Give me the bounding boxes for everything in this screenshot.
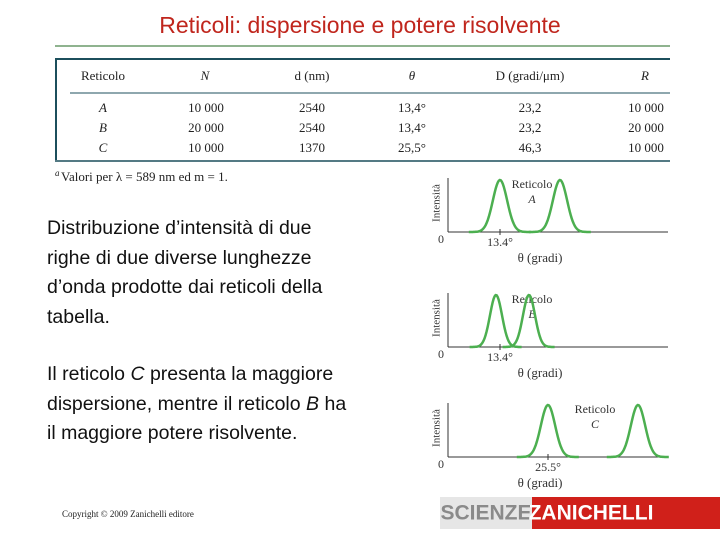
table-cell: 20 000 <box>188 120 224 135</box>
table-cell: B <box>99 120 107 135</box>
table-cell: 23,2 <box>519 120 542 135</box>
text-run: C <box>130 363 145 385</box>
intensity-peak <box>468 178 531 234</box>
origin-label: 0 <box>438 457 444 471</box>
angle-label: 25.5° <box>535 460 561 474</box>
logo-right-box <box>532 497 720 529</box>
origin-label: 0 <box>438 347 444 361</box>
grating-label: Reticolo <box>512 177 553 191</box>
x-axis-label: θ (gradi) <box>518 475 563 490</box>
table-cell: 25,5° <box>398 140 426 155</box>
angle-label: 13.4° <box>487 350 513 364</box>
table-cell: 23,2 <box>519 100 542 115</box>
table-cell: 46,3 <box>519 140 542 155</box>
angle-label: 13.4° <box>487 235 513 249</box>
table-cell: 2540 <box>299 120 325 135</box>
intensity-peak <box>502 293 555 349</box>
y-axis-label: Intensità <box>431 184 443 222</box>
text-run: ha il maggiore potere risolvente. <box>47 392 347 445</box>
footnote: Valori per λ = 589 nm ed m = 1. <box>61 169 228 184</box>
origin-label: 0 <box>438 232 444 246</box>
grating-name: B <box>528 307 536 321</box>
table-cell: 13,4° <box>398 120 426 135</box>
table-cell: 10 000 <box>188 100 224 115</box>
y-axis-label: Intensità <box>431 299 443 337</box>
footnote-mark: a <box>55 168 60 178</box>
table-cell: C <box>99 140 108 155</box>
column-header: D (gradi/μm) <box>496 68 565 83</box>
grating-label: Reticolo <box>575 402 616 416</box>
column-header: N <box>200 68 211 83</box>
copyright: Copyright © 2009 Zanichelli editore <box>62 509 194 519</box>
table-cell: 2540 <box>299 100 325 115</box>
text-run: Distribuzione d’intensità di due righe d… <box>47 217 323 328</box>
table-cell: 20 000 <box>628 120 664 135</box>
text-run: presenta la maggiore dispersione, mentre… <box>47 363 334 415</box>
table-cell: A <box>98 100 107 115</box>
table-cell: 1370 <box>299 140 325 155</box>
logo-right: ZANICHELLI <box>529 502 654 525</box>
column-header: Reticolo <box>81 68 125 83</box>
table-cell: 10 000 <box>628 140 664 155</box>
table-cell: 10 000 <box>628 100 664 115</box>
paragraph: Il reticolo C presenta la maggiore dispe… <box>47 360 352 449</box>
column-header: d (nm) <box>294 68 329 83</box>
title: Reticoli: dispersione e potere risolvent… <box>159 12 560 38</box>
intensity-peak <box>606 403 669 459</box>
intensity-peak <box>516 403 579 459</box>
column-header: R <box>640 68 649 83</box>
text-run: Il reticolo <box>47 363 131 385</box>
table-cell: 13,4° <box>398 100 426 115</box>
table-cell: 10 000 <box>188 140 224 155</box>
column-header: θ <box>409 68 416 83</box>
grating-name: C <box>591 417 600 431</box>
y-axis-label: Intensità <box>431 409 443 447</box>
grating-name: A <box>527 192 536 206</box>
x-axis-label: θ (gradi) <box>518 250 563 265</box>
text-run: B <box>306 392 320 415</box>
intensity-peak <box>528 178 591 234</box>
body-text: Distribuzione d’intensità di due righe d… <box>47 214 352 477</box>
logo-left-box <box>440 497 532 529</box>
paragraph: Distribuzione d’intensità di due righe d… <box>47 214 352 332</box>
logo-left: SCIENZE <box>440 502 531 525</box>
x-axis-label: θ (gradi) <box>518 365 563 380</box>
